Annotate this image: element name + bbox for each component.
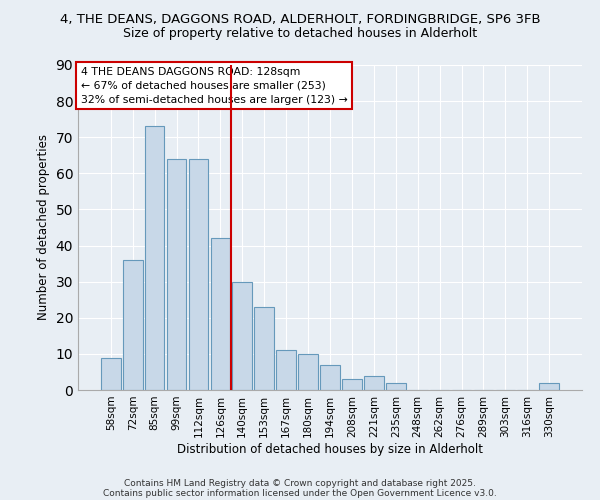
Bar bbox=[539, 383, 559, 390]
Bar bbox=[276, 350, 296, 390]
Bar bbox=[123, 260, 143, 390]
Bar bbox=[386, 383, 406, 390]
Bar bbox=[320, 364, 340, 390]
Y-axis label: Number of detached properties: Number of detached properties bbox=[37, 134, 50, 320]
Bar bbox=[342, 379, 362, 390]
X-axis label: Distribution of detached houses by size in Alderholt: Distribution of detached houses by size … bbox=[177, 442, 483, 456]
Text: 4, THE DEANS, DAGGONS ROAD, ALDERHOLT, FORDINGBRIDGE, SP6 3FB: 4, THE DEANS, DAGGONS ROAD, ALDERHOLT, F… bbox=[59, 12, 541, 26]
Bar bbox=[167, 159, 187, 390]
Bar bbox=[101, 358, 121, 390]
Text: 4 THE DEANS DAGGONS ROAD: 128sqm
← 67% of detached houses are smaller (253)
32% : 4 THE DEANS DAGGONS ROAD: 128sqm ← 67% o… bbox=[80, 66, 347, 104]
Bar bbox=[145, 126, 164, 390]
Bar bbox=[232, 282, 252, 390]
Text: Contains public sector information licensed under the Open Government Licence v3: Contains public sector information licen… bbox=[103, 488, 497, 498]
Bar bbox=[254, 307, 274, 390]
Text: Contains HM Land Registry data © Crown copyright and database right 2025.: Contains HM Land Registry data © Crown c… bbox=[124, 478, 476, 488]
Text: Size of property relative to detached houses in Alderholt: Size of property relative to detached ho… bbox=[123, 28, 477, 40]
Bar bbox=[188, 159, 208, 390]
Bar bbox=[298, 354, 318, 390]
Bar bbox=[364, 376, 384, 390]
Bar bbox=[211, 238, 230, 390]
